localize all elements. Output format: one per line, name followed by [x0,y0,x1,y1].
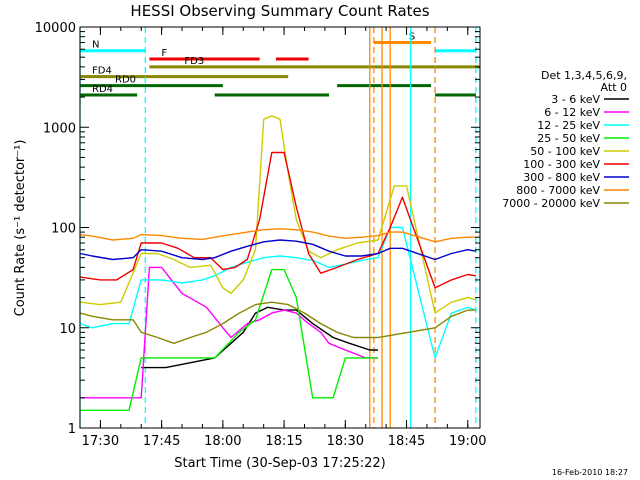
y-tick-label-3: 1000 [43,121,76,136]
series-line-5 [79,151,477,289]
legend-header-2: Att 0 [601,81,627,94]
legend-label-2: 12 - 25 keV [537,119,600,132]
flag-label-n: N [92,40,99,51]
y-axis: 1 10 100 1000 10000 [35,21,480,437]
legend-label-8: 7000 - 20000 keV [502,197,600,210]
x-axis: 17:30 17:45 18:00 18:15 18:30 18:45 19:00 [79,27,486,449]
y-tick-label-2: 100 [51,222,76,237]
x-tick-label-3: 18:15 [265,434,302,449]
y-tick-label-4: 10000 [35,21,76,36]
flag-label-rd4: RD4 [92,84,113,95]
series-line-4 [79,115,477,314]
legend-label-5: 100 - 300 keV [523,158,600,171]
series-line-1 [80,266,378,399]
legend-label-4: 50 - 100 keV [530,145,600,158]
y-tick-label-1: 10 [59,322,76,337]
series-line-6 [79,239,477,261]
plot-frame [79,26,481,429]
series-lines [79,115,477,411]
x-tick-label-6: 19:00 [449,434,486,449]
flag-label-fd3: FD3 [184,56,204,67]
series-line-7 [79,228,476,243]
x-tick-label-1: 17:45 [143,434,180,449]
y-axis-label: Count Rate (s⁻¹ detector⁻¹) [13,140,28,317]
x-tick-label-5: 18:45 [388,434,425,449]
legend-header-1: Det 1,3,4,5,6,9, [541,69,627,82]
legend-label-0: 3 - 6 keV [551,93,600,106]
legend-label-7: 800 - 7000 keV [516,184,600,197]
x-axis-label: Start Time (30-Sep-03 17:25:22) [174,456,385,471]
x-tick-label-0: 17:30 [82,434,119,449]
flag-label-rd0: RD0 [115,75,136,86]
x-tick-label-4: 18:30 [327,434,364,449]
series-line-8 [79,301,476,344]
x-tick-label-2: 18:00 [204,434,241,449]
series-line-2 [79,226,477,359]
series-line-3 [80,268,378,411]
flag-label-fd4: FD4 [92,66,112,77]
footer-timestamp: 16-Feb-2010 18:27 [552,468,628,477]
chart-title: HESSI Observing Summary Count Rates [130,2,429,20]
y-tick-label-0: 1 [68,422,76,437]
legend-label-1: 6 - 12 keV [544,106,600,119]
legend-label-6: 300 - 800 keV [523,171,600,184]
flag-label-f: F [161,48,167,59]
flag-label-s: S [409,32,415,43]
legend-label-3: 25 - 50 keV [537,132,600,145]
